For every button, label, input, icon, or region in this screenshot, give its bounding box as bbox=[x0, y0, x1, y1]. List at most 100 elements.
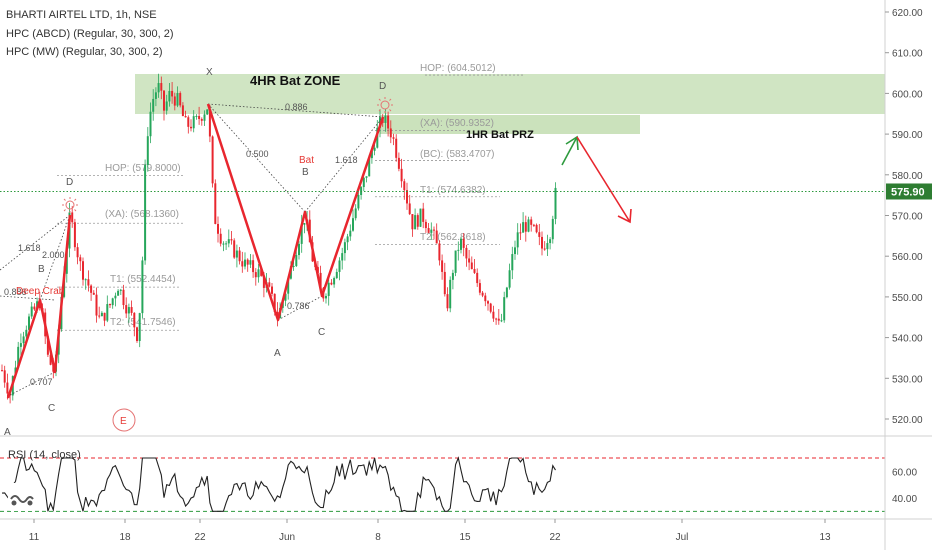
level-label: T2: (541.7546) bbox=[110, 317, 176, 328]
candle-body bbox=[98, 315, 101, 317]
candle-body bbox=[543, 248, 546, 250]
candle-body bbox=[173, 96, 176, 106]
candle-body bbox=[433, 229, 435, 231]
price-tick-label: 520.00 bbox=[892, 415, 923, 426]
rsi-axis[interactable]: 60.00 40.00 bbox=[892, 467, 917, 505]
candle-body bbox=[206, 109, 209, 115]
ratio-0786: 0.786 bbox=[287, 301, 310, 311]
candle-body bbox=[349, 230, 352, 237]
event-marker bbox=[112, 408, 136, 432]
candle-body bbox=[254, 272, 257, 278]
rsi-label: RSI (14, close) bbox=[8, 449, 81, 461]
candle-body bbox=[90, 285, 93, 293]
candle-body bbox=[252, 260, 255, 273]
candle-body bbox=[249, 260, 252, 265]
candle-body bbox=[114, 295, 117, 299]
candle-body bbox=[346, 236, 349, 243]
candle-body bbox=[82, 261, 84, 280]
candle-body bbox=[3, 370, 6, 383]
legend-symbol: BHARTI AIRTEL LTD, 1h, NSE bbox=[6, 9, 157, 21]
candle-body bbox=[460, 238, 462, 250]
candle-body bbox=[257, 269, 260, 278]
candle-body bbox=[300, 224, 303, 244]
candle-body bbox=[476, 272, 479, 284]
price-tick-label: 530.00 bbox=[892, 374, 923, 385]
candle-body bbox=[22, 336, 25, 344]
candle-body bbox=[79, 257, 82, 262]
candle-body bbox=[6, 382, 9, 394]
time-tick-label: 15 bbox=[459, 532, 471, 543]
time-tick-label: 13 bbox=[819, 532, 831, 543]
candle-body bbox=[443, 271, 446, 295]
candle-body bbox=[335, 271, 338, 279]
left-ratio-0886: 0.886 bbox=[4, 287, 27, 297]
candle-body bbox=[241, 261, 244, 267]
ratio-0500: 0.500 bbox=[246, 149, 269, 159]
candle-body bbox=[478, 283, 481, 293]
candle-body bbox=[411, 214, 414, 230]
candle-body bbox=[414, 215, 417, 230]
candle-body bbox=[73, 222, 76, 248]
candle-body bbox=[144, 164, 147, 261]
candle-body bbox=[127, 307, 130, 314]
candle-body bbox=[33, 306, 36, 310]
legend: BHARTI AIRTEL LTD, 1h, NSE HPC (ABCD) (R… bbox=[6, 9, 174, 58]
label-bat: Bat bbox=[299, 155, 314, 166]
candle-body bbox=[519, 232, 522, 234]
candle-body bbox=[362, 177, 365, 188]
candle-body bbox=[481, 292, 484, 296]
candle-body bbox=[222, 243, 225, 245]
candle-body bbox=[100, 312, 103, 317]
candle-body bbox=[160, 83, 163, 91]
candle-body bbox=[295, 255, 298, 266]
candle-body bbox=[503, 297, 506, 321]
candle-body bbox=[292, 265, 295, 267]
ratio-1618: 1.618 bbox=[335, 155, 358, 165]
red-down-arrow bbox=[576, 136, 632, 224]
candle-body bbox=[470, 262, 473, 270]
candle-body bbox=[233, 240, 236, 258]
candle-body bbox=[287, 278, 290, 294]
candle-body bbox=[403, 181, 406, 191]
candle-body bbox=[406, 190, 408, 204]
candle-body bbox=[319, 272, 322, 289]
candle-body bbox=[522, 222, 525, 233]
candle-body bbox=[497, 318, 500, 321]
candle-body bbox=[238, 250, 241, 262]
time-axis[interactable]: 11 18 22 Jun 8 15 22 Jul 13 bbox=[29, 519, 831, 543]
candle-body bbox=[368, 158, 371, 177]
candle-body bbox=[298, 243, 300, 256]
candle-body bbox=[95, 294, 98, 316]
candle-body bbox=[492, 311, 495, 319]
candle-body bbox=[19, 343, 22, 347]
candle-body bbox=[397, 157, 400, 169]
candle-body bbox=[225, 243, 228, 245]
candle-body bbox=[28, 316, 30, 330]
price-axis[interactable]: 620.00 610.00 600.00 590.00 580.00 570.00 560.… bbox=[885, 8, 923, 426]
legend-hpc-abcd: HPC (ABCD) (Regular, 30, 300, 2) bbox=[6, 28, 174, 40]
price-tick-label: 590.00 bbox=[892, 130, 923, 141]
label-d: D bbox=[379, 81, 386, 92]
candle-body bbox=[271, 286, 273, 294]
bat-prz-1hr bbox=[380, 115, 640, 134]
candle-body bbox=[500, 320, 503, 322]
candle-body bbox=[457, 249, 460, 251]
candle-body bbox=[465, 247, 468, 259]
candle-body bbox=[181, 105, 184, 117]
candle-body bbox=[165, 101, 168, 111]
candle-body bbox=[354, 208, 357, 219]
candle-body bbox=[341, 253, 344, 261]
candle-body bbox=[538, 232, 541, 237]
candle-body bbox=[435, 230, 438, 244]
left-ratio-1618: 1.618 bbox=[18, 243, 41, 253]
candle-body bbox=[46, 336, 49, 355]
price-tick-label: 620.00 bbox=[892, 8, 923, 19]
candle-body bbox=[125, 305, 128, 314]
deep-crab-label: Deep Crab bbox=[16, 286, 65, 297]
candle-body bbox=[343, 242, 346, 254]
candle-body bbox=[146, 136, 149, 165]
candle-body bbox=[484, 295, 487, 302]
time-tick-label: 18 bbox=[119, 532, 131, 543]
candle-body bbox=[103, 312, 106, 321]
